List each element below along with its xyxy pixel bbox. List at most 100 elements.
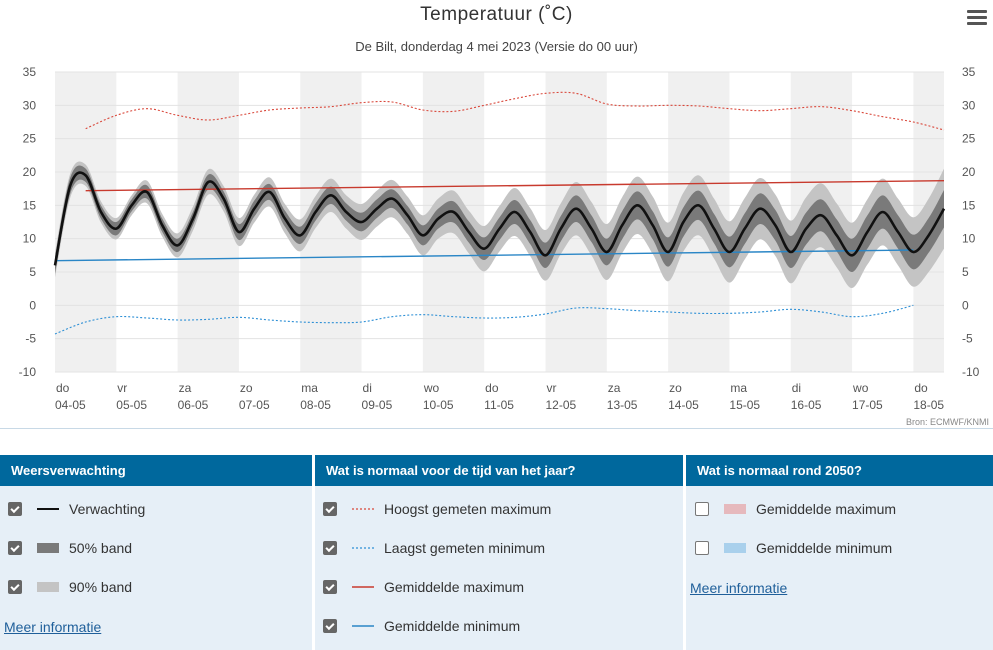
x-tick-day: za — [179, 381, 192, 395]
legend-item-band50[interactable]: 50% band — [8, 538, 132, 558]
y-tick-label-right: 15 — [962, 198, 976, 212]
x-tick-day: zo — [240, 381, 253, 395]
x-tick-date: 08-05 — [300, 398, 331, 412]
checkbox-checked-icon[interactable] — [323, 541, 337, 555]
red-line-icon — [352, 586, 374, 588]
band-50-area — [55, 165, 944, 274]
legend-label: Gemiddelde maximum — [384, 579, 525, 595]
legend-label: Gemiddelde minimum — [756, 540, 893, 556]
y-tick-label-left: 35 — [23, 65, 37, 79]
panel-title: Wat is normaal voor de tijd van het jaar… — [315, 455, 683, 486]
y-tick-label-left: 30 — [23, 98, 37, 112]
x-tick-day: di — [792, 381, 801, 395]
x-tick-date: 11-05 — [484, 398, 514, 412]
y-tick-label-right: 25 — [962, 132, 976, 146]
dark-band-swatch-icon — [37, 543, 59, 553]
y-tick-label-right: 10 — [962, 232, 976, 246]
x-tick-date: 06-05 — [178, 398, 209, 412]
legend-panels: Weersverwachting Verwachting 50% band 90… — [0, 455, 993, 650]
x-tick-day: vr — [117, 381, 127, 395]
more-info-link[interactable]: Meer informatie — [4, 619, 102, 635]
x-tick-date: 04-05 — [55, 398, 86, 412]
y-tick-label-right: 20 — [962, 165, 976, 179]
x-tick-day: do — [56, 381, 70, 395]
x-tick-day: ma — [730, 381, 747, 395]
checkbox-checked-icon[interactable] — [8, 541, 22, 555]
y-tick-label-right: -5 — [962, 332, 973, 346]
more-info-link[interactable]: Meer informatie — [690, 580, 788, 596]
solid-line-icon — [37, 508, 59, 510]
legend-item-2050-min[interactable]: Gemiddelde minimum — [695, 538, 892, 558]
hamburger-menu-icon[interactable] — [967, 10, 987, 26]
x-tick-date: 16-05 — [791, 398, 822, 412]
legend-label: Gemiddelde maximum — [756, 501, 897, 517]
record-max-line — [85, 91, 945, 131]
dotted-red-line-icon — [352, 508, 374, 510]
x-tick-date: 14-05 — [668, 398, 699, 412]
y-tick-label-left: 20 — [23, 165, 37, 179]
y-tick-label-left: 0 — [29, 298, 36, 312]
x-tick-date: 12-05 — [545, 398, 576, 412]
light-blue-swatch-icon — [724, 543, 746, 553]
x-tick-day: wo — [852, 381, 869, 395]
x-tick-day: vr — [546, 381, 556, 395]
legend-item-record-min[interactable]: Laagst gemeten minimum — [323, 538, 545, 558]
x-tick-date: 10-05 — [423, 398, 454, 412]
y-tick-label-left: -10 — [19, 365, 37, 379]
pink-swatch-icon — [724, 504, 746, 514]
checkbox-checked-icon[interactable] — [8, 580, 22, 594]
x-tick-date: 13-05 — [607, 398, 638, 412]
legend-item-verwachting[interactable]: Verwachting — [8, 499, 145, 519]
legend-item-record-max[interactable]: Hoogst gemeten maximum — [323, 499, 551, 519]
y-tick-label-right: 30 — [962, 98, 976, 112]
y-tick-label-right: 35 — [962, 65, 976, 79]
x-tick-day: do — [485, 381, 499, 395]
checkbox-checked-icon[interactable] — [323, 502, 337, 516]
light-band-swatch-icon — [37, 582, 59, 592]
chart-subtitle: De Bilt, donderdag 4 mei 2023 (Versie do… — [355, 39, 638, 54]
y-tick-label-left: 10 — [23, 232, 37, 246]
y-tick-label-left: 5 — [29, 265, 36, 279]
x-tick-day: wo — [423, 381, 440, 395]
checkbox-unchecked-icon[interactable] — [695, 541, 709, 555]
forecast-line — [53, 171, 946, 266]
divider — [0, 428, 993, 429]
y-tick-label-right: 5 — [962, 265, 969, 279]
panel-normaal: Wat is normaal voor de tijd van het jaar… — [315, 455, 683, 650]
checkbox-checked-icon[interactable] — [8, 502, 22, 516]
dotted-blue-line-icon — [352, 547, 374, 549]
x-tick-day: za — [608, 381, 621, 395]
source-label: Bron: ECMWF/KNMI — [905, 417, 989, 427]
legend-label: Verwachting — [69, 501, 146, 517]
x-tick-date: 18-05 — [913, 398, 944, 412]
checkbox-checked-icon[interactable] — [323, 619, 337, 633]
x-tick-date: 15-05 — [729, 398, 760, 412]
x-tick-date: 17-05 — [852, 398, 883, 412]
temperature-chart: -10 -10 -5 -5 0 0 5 5 10 10 15 15 20 20 25 25 30 30 35 35 do… — [19, 65, 980, 412]
panel-title: Weersverwachting — [0, 455, 312, 486]
legend-item-avg-max[interactable]: Gemiddelde maximum — [323, 577, 524, 597]
blue-line-icon — [352, 625, 374, 627]
record-min-line — [54, 304, 914, 335]
checkbox-unchecked-icon[interactable] — [695, 502, 709, 516]
avg-max-line — [85, 179, 945, 192]
legend-label: Gemiddelde minimum — [384, 618, 521, 634]
checkbox-checked-icon[interactable] — [323, 580, 337, 594]
x-tick-day: do — [914, 381, 928, 395]
panel-title: Wat is normaal rond 2050? — [686, 455, 993, 486]
x-tick-date: 07-05 — [239, 398, 270, 412]
x-tick-day: zo — [669, 381, 682, 395]
panel-weersverwachting: Weersverwachting Verwachting 50% band 90… — [0, 455, 312, 650]
x-tick-day: ma — [301, 381, 318, 395]
legend-label: 90% band — [69, 579, 133, 595]
x-tick-date: 05-05 — [116, 398, 147, 412]
y-tick-label-left: 25 — [23, 132, 37, 146]
panel-2050: Wat is normaal rond 2050? Gemiddelde max… — [686, 455, 993, 650]
x-tick-date: 09-05 — [362, 398, 393, 412]
x-tick-day: di — [363, 381, 372, 395]
legend-label: 50% band — [69, 540, 133, 556]
chart-title: Temperatuur (˚C) — [420, 4, 573, 25]
legend-item-avg-min[interactable]: Gemiddelde minimum — [323, 616, 520, 636]
legend-item-2050-max[interactable]: Gemiddelde maximum — [695, 499, 896, 519]
legend-item-band90[interactable]: 90% band — [8, 577, 132, 597]
